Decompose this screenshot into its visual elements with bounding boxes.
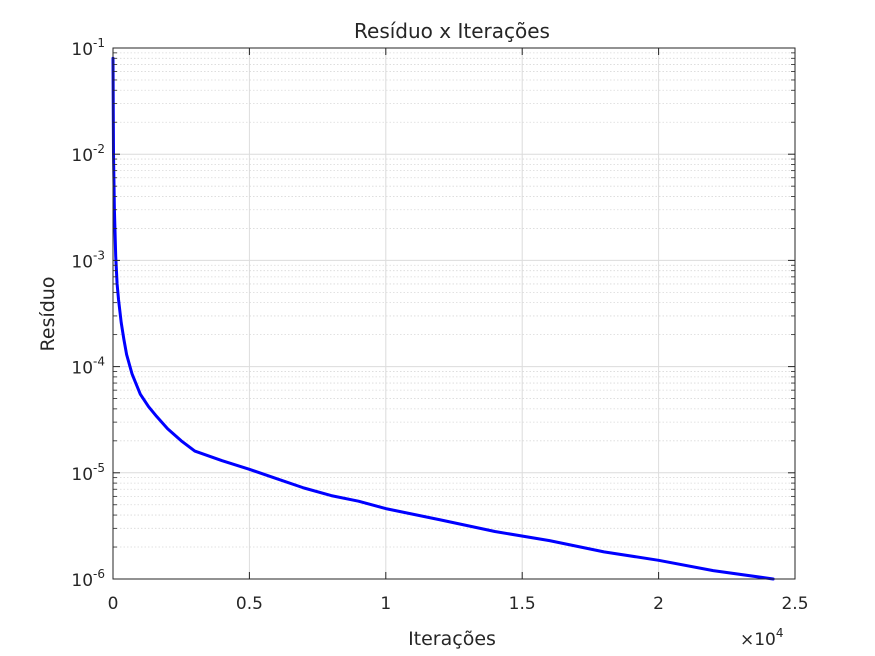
y-tick-label: 10-3 [71,248,105,272]
series-layer [111,56,775,581]
y-tick-label: 10-1 [71,36,105,60]
y-tick-labels: 10-6 10-5 10-4 10-3 10-2 10-1 [71,36,105,591]
y-axis-label: Resíduo [37,277,59,352]
axes-box [112,47,796,580]
y-tick-label: 10-2 [71,142,105,166]
series-line [111,56,775,581]
y-tick-label: 10-6 [71,567,105,591]
y-tick-label: 10-4 [71,355,105,379]
minor-grid [113,52,795,548]
y-tick-label: 10-5 [71,461,105,485]
x-tick-label: 1.5 [509,594,536,614]
x-tick-labels: 0 0.5 1 1.5 2 2.5 [108,594,809,614]
x-tick-label: 1 [380,594,391,614]
tick-marks [112,47,796,580]
x-tick-label: 0 [108,594,119,614]
x-axis-label: Iterações [408,628,496,650]
x-multiplier-label: ×104 [740,626,784,650]
chart-title: Resíduo x Iterações [354,19,550,43]
plot-area [113,48,795,579]
x-tick-label: 2 [653,594,664,614]
x-tick-label: 0.5 [236,594,263,614]
x-multiplier-exponent: 4 [776,626,784,640]
x-tick-label: 2.5 [781,594,808,614]
x-multiplier-base: ×10 [740,630,776,650]
